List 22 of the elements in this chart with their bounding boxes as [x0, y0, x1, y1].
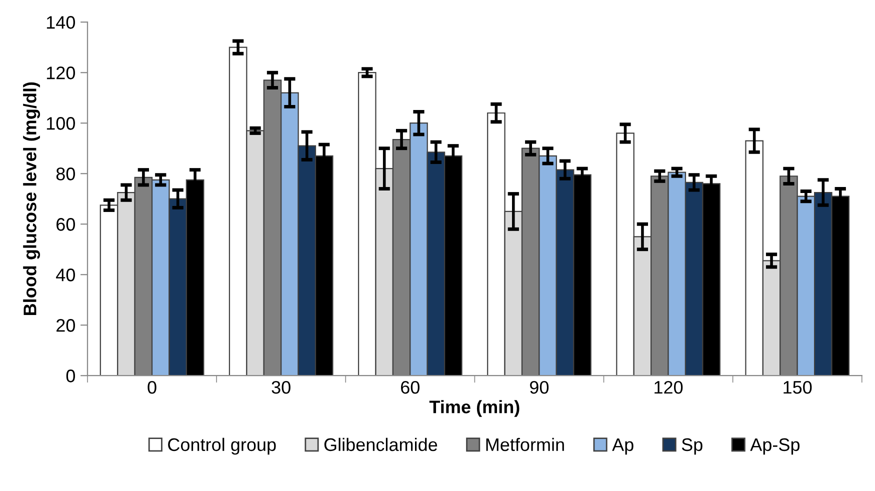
x-tick-label: 150 [784, 380, 812, 394]
y-tick-label: 0 [66, 370, 75, 382]
y-tick-label: 40 [56, 268, 75, 282]
legend-label: Ap [612, 438, 634, 455]
x-tick-label: 90 [530, 380, 549, 394]
y-tick-label: 120 [46, 66, 75, 80]
legend-label: Ap-Sp [750, 438, 800, 455]
x-tick-label: 0 [148, 380, 156, 394]
x-tick-label: 120 [654, 380, 683, 394]
x-tick-label: 30 [272, 380, 290, 394]
legend-label: Glibenclamide [324, 438, 438, 452]
legend-label: Sp [682, 438, 702, 455]
x-axis-title: Time (min) [429, 400, 520, 417]
legend-label: Control group [168, 438, 276, 455]
y-tick-label: 80 [56, 168, 75, 180]
y-tick-label: 20 [56, 319, 75, 332]
y-tick-label: 100 [46, 117, 75, 130]
legend-label: Metformin [486, 438, 564, 452]
y-tick-label: 140 [46, 16, 75, 29]
y-tick-label: 60 [56, 218, 75, 231]
x-tick-label: 60 [401, 380, 420, 394]
y-axis-title: Blood glucose level (mg/dl) [23, 82, 40, 316]
